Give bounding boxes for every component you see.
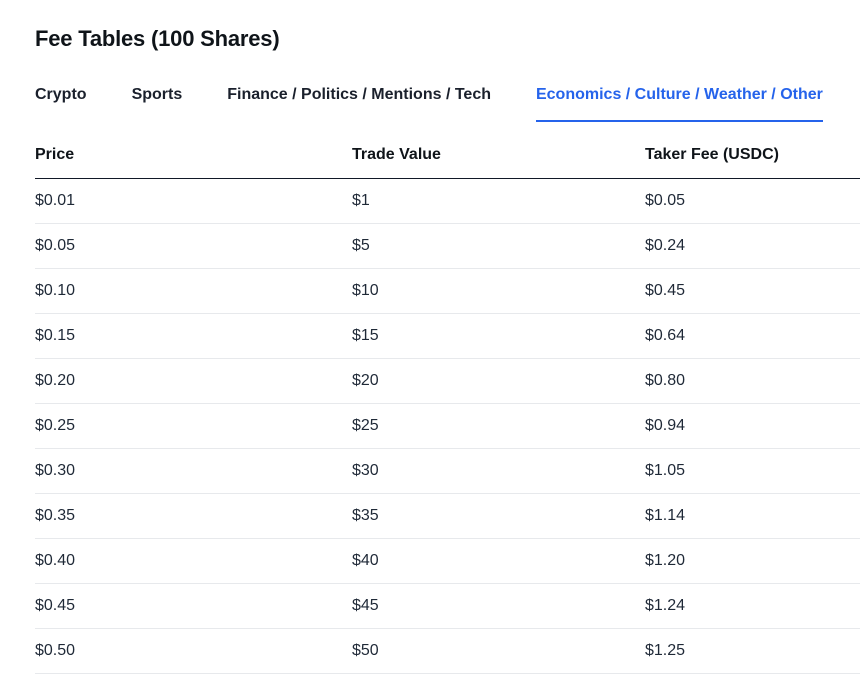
table-row: $0.01 $1 $0.05 [35, 178, 860, 224]
trade-value-cell: $5 [352, 223, 645, 269]
price-cell: $0.01 [35, 178, 352, 224]
price-cell: $0.30 [35, 448, 352, 494]
table-row: $0.25 $25 $0.94 [35, 403, 860, 449]
column-header-taker-fee-usdc: Taker Fee (USDC) [645, 122, 860, 179]
table-row: $0.20 $20 $0.80 [35, 358, 860, 404]
tab-sports[interactable]: Sports [132, 86, 183, 122]
tab-crypto[interactable]: Crypto [35, 86, 87, 122]
price-cell: $0.35 [35, 493, 352, 539]
tab-economics-culture-weather-other[interactable]: Economics / Culture / Weather / Other [535, 86, 823, 122]
trade-value-cell: $25 [352, 403, 645, 449]
table-row: $0.05 $5 $0.24 [35, 223, 860, 269]
column-header-price: Price [35, 122, 352, 179]
table-row: $0.45 $45 $1.24 [35, 583, 860, 629]
page-title: Fee Tables (100 Shares) [35, 26, 280, 51]
price-cell: $0.45 [35, 583, 352, 629]
trade-value-cell: $15 [352, 313, 645, 359]
trade-value-cell: $35 [352, 493, 645, 539]
trade-value-cell: $40 [352, 538, 645, 584]
taker-fee-cell: $0.64 [645, 313, 860, 359]
price-cell: $0.20 [35, 358, 352, 404]
trade-value-cell: $20 [352, 358, 645, 404]
price-cell: $0.50 [35, 628, 352, 674]
tab-bar: Crypto Sports Finance / Politics / Mention… [35, 86, 860, 122]
taker-fee-cell: $1.14 [645, 493, 860, 539]
taker-fee-cell: $0.45 [645, 268, 860, 314]
table-row: $0.10 $10 $0.45 [35, 268, 860, 314]
trade-value-cell: $10 [352, 268, 645, 314]
trade-value-cell: $50 [352, 628, 645, 674]
table-row: $0.30 $30 $1.05 [35, 448, 860, 494]
table-row: $0.50 $50 $1.25 [35, 628, 860, 674]
table-row: $0.15 $15 $0.64 [35, 313, 860, 359]
taker-fee-cell: $0.24 [645, 223, 860, 269]
fee-table-header: Price Trade Value Taker Fee (USDC) [35, 122, 860, 179]
fee-table: Price Trade Value Taker Fee (USDC) $0.01 $1… [35, 122, 860, 674]
taker-fee-cell: $0.94 [645, 403, 860, 449]
taker-fee-cell: $0.05 [645, 178, 860, 224]
table-row: $0.40 $40 $1.20 [35, 538, 860, 584]
taker-fee-cell: $0.80 [645, 358, 860, 404]
table-row: $0.35 $35 $1.14 [35, 493, 860, 539]
price-cell: $0.40 [35, 538, 352, 584]
trade-value-cell: $1 [352, 178, 645, 224]
price-cell: $0.15 [35, 313, 352, 359]
price-cell: $0.25 [35, 403, 352, 449]
tab-finance-politics-mentions-tech[interactable]: Finance / Politics / Mentions / Tech [227, 86, 491, 122]
trade-value-cell: $45 [352, 583, 645, 629]
trade-value-cell: $30 [352, 448, 645, 494]
taker-fee-cell: $1.20 [645, 538, 860, 584]
taker-fee-cell: $1.24 [645, 583, 860, 629]
taker-fee-cell: $1.25 [645, 628, 860, 674]
column-header-trade-value: Trade Value [352, 122, 645, 179]
price-cell: $0.05 [35, 223, 352, 269]
price-cell: $0.10 [35, 268, 352, 314]
taker-fee-cell: $1.05 [645, 448, 860, 494]
